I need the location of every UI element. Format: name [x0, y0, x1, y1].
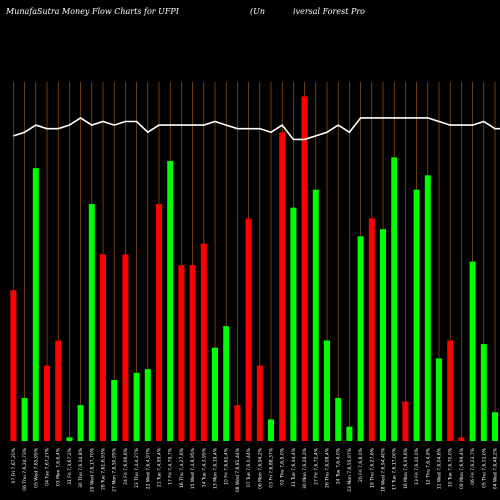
x-tick-label: 15 Wed 7,4,8,95%	[190, 447, 196, 489]
x-tick-label: 24 Fri 7,6,06,6%	[123, 447, 129, 485]
bar	[256, 365, 263, 441]
bar	[223, 326, 230, 441]
bar	[346, 426, 353, 441]
bar	[178, 265, 185, 441]
x-tick-label: 16 Thu 7,4,27,6%	[179, 447, 185, 488]
bar	[212, 347, 218, 441]
bar	[480, 344, 487, 441]
bar	[55, 340, 62, 441]
bar	[324, 340, 330, 441]
x-tick-label: 13 Fri 7,6,10,0%	[414, 447, 420, 485]
bar	[66, 437, 73, 441]
x-tick-label: 30 Thu 7,6,14,8%	[78, 447, 84, 488]
x-tick-label: 06 Mon 7,6,94,2%	[257, 447, 263, 489]
x-tick-label: 27 Fri 7,6,72,4%	[313, 447, 319, 485]
x-tick-label: 17 Fri 7,4,79,7%	[168, 447, 174, 485]
x-tick-label: 06 Fri 7,6,23,7%	[470, 447, 476, 485]
x-tick-label: 21 Tue 7,4,99,4%	[157, 447, 163, 487]
x-tick-label: 26 Thu 7,6,08,4%	[325, 447, 331, 488]
x-tick-label: 31 Fri 7,3,67,2%	[67, 447, 73, 485]
x-tick-label: 11 Wed 7,6,04,6%	[437, 447, 443, 489]
x-tick-label: 03 Mon 7,6,6,4%	[56, 447, 62, 486]
money-flow-line	[13, 116, 500, 141]
bar	[436, 358, 442, 441]
bar	[279, 132, 286, 441]
bar	[111, 379, 118, 441]
x-tick-label: 07 Fri 7,67,20%	[11, 447, 17, 483]
bar	[290, 207, 297, 441]
x-tick-label: 06 Thu 7,6,24,73%	[22, 447, 28, 491]
x-tick-label: 03 Fri 7,6,88,37%	[269, 447, 275, 487]
x-tick-label: 02 Thu 7,6,9,0%	[280, 447, 286, 485]
bar	[10, 290, 17, 441]
bar	[424, 175, 431, 441]
bar	[234, 405, 241, 441]
bar	[122, 254, 129, 441]
bar	[312, 189, 319, 441]
x-tick-label: 31 Tue 7,6,44,4%	[291, 447, 297, 487]
x-tick-label: 27 Mon 7,6,50,95%	[112, 447, 118, 492]
x-tick-label: 18 Wed 7,6,94,40%	[381, 447, 387, 492]
x-tick-label: 08 Wed 7,6,81,44%	[235, 447, 241, 492]
x-tick-label: 28 Tue 7,61,6,93%	[101, 447, 107, 490]
bar	[156, 204, 162, 441]
bar	[144, 369, 151, 441]
bar	[32, 168, 39, 441]
bar	[200, 243, 207, 441]
bar	[413, 189, 420, 441]
x-tick-label: 10 Tue 7,6,70,0%	[448, 447, 454, 487]
line-series	[13, 116, 500, 141]
bar	[469, 261, 476, 441]
x-tick-label: 14 Tue 7,4,3,95%	[201, 447, 207, 487]
x-axis-tick-labels: 07 Fri 7,67,20% 06 Thu 7,6,24,73% 05 Wed 7…	[11, 447, 499, 492]
x-tick-label: 17 Tue 7,6,17,00%	[392, 447, 398, 490]
bar	[301, 96, 308, 442]
x-tick-label: 07 Tue 7,6,0,44%	[246, 447, 252, 487]
x-tick-label: 13 Mon 7,6,19,4%	[213, 447, 219, 489]
chart-title-symbol-part: (Un	[250, 7, 266, 16]
x-tick-label: 29 Wed 7,6,17,70%	[89, 447, 95, 492]
bar	[100, 254, 106, 441]
bar	[458, 437, 465, 441]
bar	[335, 397, 342, 441]
chart-title-company-part: iversal Forest Pro	[293, 7, 365, 16]
bar	[268, 419, 274, 441]
x-tick-label: 22 Wed 7,6,4,97%	[145, 447, 151, 489]
x-tick-label: 12 Thu 7,6,4,9%	[425, 447, 431, 485]
x-tick-label: 19 Thu 7,6,27,6%	[369, 447, 375, 488]
x-tick-label: 30 Mon 7,6,28,2%	[302, 447, 308, 489]
bar	[447, 340, 454, 441]
x-tick-label: 10 Fri 7,6,61,4%	[224, 447, 230, 485]
bar	[245, 218, 252, 441]
bar	[492, 412, 498, 441]
bar-series	[10, 96, 498, 442]
bar	[44, 365, 50, 441]
x-tick-label: 09 Mon 7,6,99,4%	[459, 447, 465, 489]
bar	[391, 157, 398, 441]
x-tick-label: 20 Fri 7,6,8,0%	[358, 447, 364, 482]
x-tick-label: 05 Wed 7,65,95%	[33, 447, 39, 488]
bar	[167, 160, 174, 442]
bar	[88, 204, 95, 441]
x-tick-label: 16 Mon 7,6,05,6%	[403, 447, 409, 489]
x-tick-label: 23 Thu 7,4,4,27%	[134, 447, 140, 488]
x-tick-label: 24 Tue 7,6,4,0%	[336, 447, 342, 484]
bar	[21, 397, 28, 441]
bar	[189, 265, 196, 441]
bar	[380, 229, 386, 441]
x-tick-label: 05 Thu 7,6,12,0%	[481, 447, 487, 488]
bar	[368, 218, 375, 441]
x-tick-label: 04 Wed 7,6,48,2%	[493, 447, 499, 489]
x-tick-label: 23 Mon 7,6,55,97%	[347, 447, 353, 492]
chart-title: MunafaSutra Money Flow Charts for UFPI	[6, 7, 179, 16]
bar	[402, 401, 409, 441]
x-tick-label: 04 Tue 7,67,27%	[45, 447, 51, 485]
bar	[357, 236, 364, 441]
bar	[77, 405, 84, 441]
bar	[133, 372, 140, 441]
